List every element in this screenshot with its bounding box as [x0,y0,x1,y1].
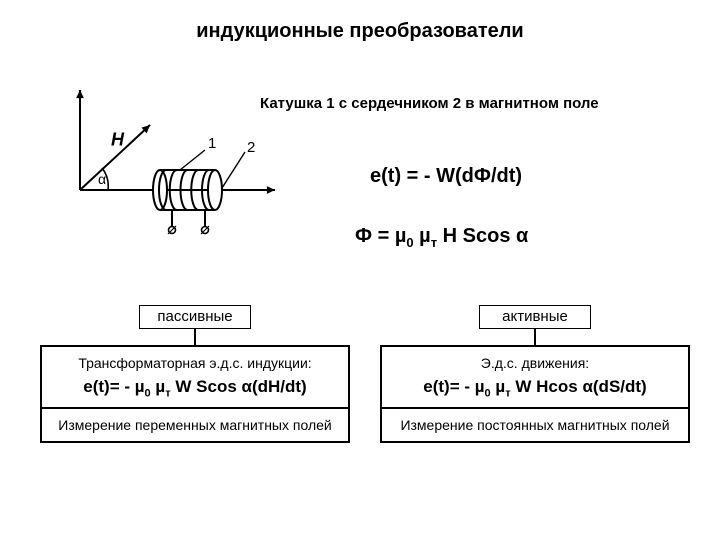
svg-text:2: 2 [247,139,255,156]
passive-formula-cell: Трансформаторная э.д.с. индукции: e(t)= … [42,347,348,409]
pf3: µ [151,377,166,396]
svg-text:α: α [98,171,106,187]
passive-box: Трансформаторная э.д.с. индукции: e(t)= … [40,345,350,443]
passive-label-box: пассивные [139,305,251,329]
coil-illustration: Hα 1 2 [50,80,280,250]
page: индукционные преобразователи Катушка 1 с… [0,0,720,540]
formula-flux-p2: µ [414,225,431,247]
pf1: e(t)= - µ [83,377,144,396]
formula-flux-p3: H Scos α [437,225,528,247]
active-label-box: активные [479,305,591,329]
active-measure-cell: Измерение постоянных магнитных полей [382,409,688,441]
passive-cell-formula: e(t)= - µ0 µт W Scos α(dH/dt) [52,377,338,399]
formula-flux-p1: Ф = µ [355,225,406,247]
svg-text:1: 1 [208,135,216,152]
passive-connector [194,329,196,345]
figure-caption: Катушка 1 с сердечником 2 в магнитном по… [260,95,599,112]
af5: W Hcos α(dS/dt) [511,377,647,396]
formula-emf: e(t) = - W(dФ/dt) [370,165,522,188]
active-group: активные Э.д.с. движения: e(t)= - µ0 µт … [380,305,690,443]
passive-group: пассивные Трансформаторная э.д.с. индукц… [40,305,350,443]
passive-cell-title: Трансформаторная э.д.с. индукции: [52,355,338,371]
coil-svg: Hα 1 2 [50,80,280,250]
af3: µ [491,377,506,396]
af1: e(t)= - µ [423,377,484,396]
active-cell-formula: e(t)= - µ0 µт W Hcos α(dS/dt) [392,377,678,399]
pf5: W Scos α(dH/dt) [171,377,307,396]
passive-measure-cell: Измерение переменных магнитных полей [42,409,348,441]
active-cell-title: Э.д.с. движения: [392,355,678,371]
active-formula-cell: Э.д.с. движения: e(t)= - µ0 µт W Hcos α(… [382,347,688,409]
svg-text:H: H [111,130,125,150]
formula-flux: Ф = µ0 µт H Scos α [355,225,528,250]
active-connector [534,329,536,345]
active-box: Э.д.с. движения: e(t)= - µ0 µт W Hcos α(… [380,345,690,443]
page-title: индукционные преобразователи [0,20,720,43]
formula-flux-sub1: 0 [406,235,413,250]
